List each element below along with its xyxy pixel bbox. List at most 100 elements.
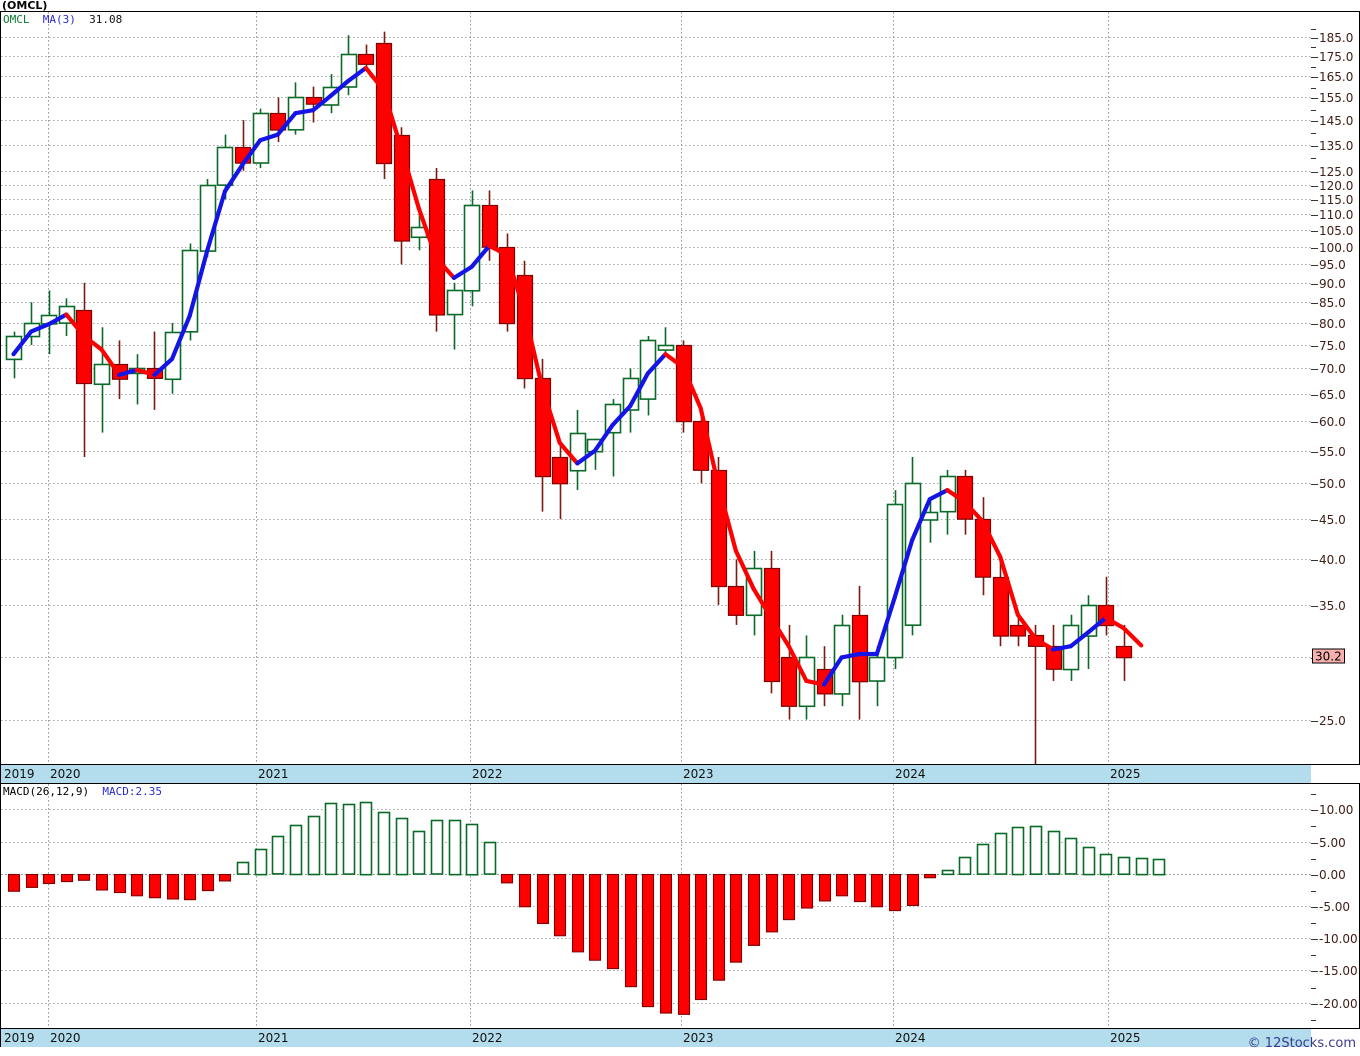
date-axis-macd: 2019 2020 2021 2022 2023 2024 2025 [0,1029,1311,1047]
date-label-price: 2022 [472,767,503,781]
macd-y-axis-label: -15.00 [1319,964,1358,978]
y-tick [1311,560,1318,561]
y-axis-label: 75.0 [1319,339,1346,353]
macd-chart-panel[interactable] [0,783,1311,1029]
macd-y-tick-minor [1311,988,1316,989]
date-label-price: 2020 [50,767,81,781]
y-axis-label: 50.0 [1319,477,1346,491]
y-tick [1311,452,1318,453]
macd-chart-svg [1,784,1311,1028]
macd-y-tick-minor [1311,794,1316,795]
date-label-macd: 2021 [258,1031,289,1045]
legend-indicator: MA(3) [42,13,76,26]
y-tick [1311,284,1318,285]
y-axis-label: 35.0 [1319,599,1346,613]
date-label-price: 2023 [683,767,714,781]
y-tick [1311,422,1318,423]
watermark: © 12Stocks.com [1247,1036,1356,1051]
y-axis-label: 80.0 [1319,317,1346,331]
y-tick [1311,121,1318,122]
y-axis-label: 110.0 [1319,208,1354,222]
y-tick-minor [1311,47,1316,48]
y-axis-label: 40.0 [1319,553,1346,567]
y-tick [1311,520,1318,521]
y-axis-label: 105.0 [1319,224,1354,238]
macd-y-axis-label: 0.00 [1319,868,1346,882]
macd-y-tick [1311,843,1318,844]
y-axis-label: 120.0 [1319,179,1354,193]
date-label-macd: 2023 [683,1031,714,1045]
y-axis-label: 25.0 [1319,714,1346,728]
macd-y-tick-minor [1311,1020,1316,1021]
y-tick [1311,186,1318,187]
date-label-macd: 2025 [1110,1031,1141,1045]
y-tick [1311,38,1318,39]
y-tick [1311,395,1318,396]
y-tick [1311,200,1318,201]
y-axis-label: 185.0 [1319,31,1354,45]
date-label-price: 2025 [1110,767,1141,781]
macd-y-axis-label: 5.00 [1319,836,1346,850]
y-tick [1311,324,1318,325]
y-axis-label: 155.0 [1319,91,1354,105]
y-tick-minor [1311,110,1316,111]
macd-y-tick-minor [1311,859,1316,860]
date-label-macd: 2022 [472,1031,503,1045]
y-axis-label: 135.0 [1319,139,1354,153]
macd-y-tick-minor [1311,826,1316,827]
y-axis-label: 55.0 [1319,445,1346,459]
price-chart-panel[interactable] [0,11,1311,765]
y-tick-minor [1311,88,1316,89]
macd-y-tick [1311,875,1318,876]
y-axis-label: 115.0 [1319,193,1354,207]
price-y-axis: 185.0 175.0 165.0 155.0 145.0 135.0 125.0 120.0… [1311,11,1360,765]
price-chart-svg [1,12,1311,764]
macd-y-axis-label: -20.00 [1319,997,1358,1011]
macd-y-tick [1311,971,1318,972]
y-axis-label: 65.0 [1319,388,1346,402]
macd-params: MACD(26,12,9) [3,785,90,798]
date-label-macd: 2024 [895,1031,926,1045]
date-label-macd: 2020 [50,1031,81,1045]
y-tick-minor [1311,158,1316,159]
y-axis-label: 95.0 [1319,258,1346,272]
y-tick [1311,248,1318,249]
y-tick [1311,346,1318,347]
y-axis-label: 45.0 [1319,513,1346,527]
macd-legend: MACD(26,12,9) MACD:2.35 [3,786,162,798]
date-axis-price: 2019 2020 2021 2022 2023 2024 2025 [0,765,1311,783]
page-title: (OMCL) [2,0,48,12]
macd-y-tick [1311,907,1318,908]
date-label-macd: 2019 [4,1031,35,1045]
macd-y-tick-minor [1311,923,1316,924]
y-axis-label: 145.0 [1319,114,1354,128]
y-tick [1311,369,1318,370]
y-tick [1311,57,1318,58]
y-axis-label: 175.0 [1319,50,1354,64]
y-tick-minor [1311,29,1316,30]
macd-y-axis-label: 10.00 [1319,803,1354,817]
macd-value: MACD:2.35 [102,785,162,798]
macd-y-axis: 10.00 5.00 0.00 -5.00 -10.00 -15.00 -20.00 [1311,783,1360,1029]
y-tick [1311,303,1318,304]
y-tick [1311,606,1318,607]
y-axis-label: 70.0 [1319,362,1346,376]
y-tick [1311,231,1318,232]
y-tick [1311,721,1318,722]
macd-y-tick-minor [1311,955,1316,956]
y-tick [1311,172,1318,173]
y-axis-label: 100.0 [1319,241,1354,255]
macd-y-tick [1311,939,1318,940]
y-tick [1311,77,1318,78]
y-axis-label: 60.0 [1319,415,1346,429]
y-tick-minor [1311,133,1316,134]
y-axis-label: 85.0 [1319,296,1346,310]
last-price-flag: 30.2 [1312,648,1345,664]
macd-y-tick-minor [1311,891,1316,892]
date-label-price: 2024 [895,767,926,781]
macd-y-tick [1311,1004,1318,1005]
y-tick [1311,98,1318,99]
y-axis-label: 165.0 [1319,70,1354,84]
y-tick [1311,265,1318,266]
